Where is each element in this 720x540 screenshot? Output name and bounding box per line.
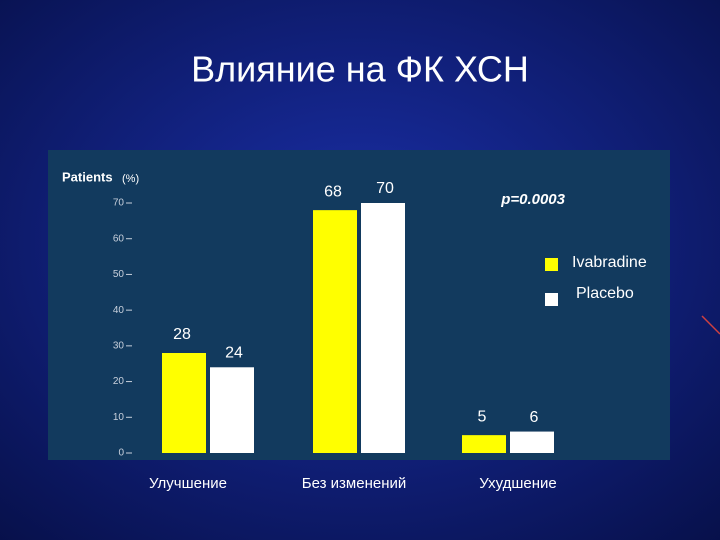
value-label: 5 bbox=[478, 408, 487, 425]
y-tick-label: 30 bbox=[113, 340, 125, 351]
x-tick-label: Ухудшение bbox=[479, 475, 557, 492]
y-tick-label: 60 bbox=[113, 233, 125, 244]
value-label: 24 bbox=[225, 345, 243, 362]
slide-title: Влияние на ФК ХСН bbox=[191, 49, 529, 90]
y-axis-label: Patients bbox=[62, 169, 113, 184]
legend-label: Placebo bbox=[576, 285, 634, 302]
value-label: 28 bbox=[173, 326, 191, 343]
legend-swatch bbox=[545, 258, 558, 271]
chart-panel bbox=[48, 150, 670, 460]
y-tick-label: 50 bbox=[113, 269, 125, 280]
value-label: 68 bbox=[324, 183, 342, 200]
bar bbox=[462, 435, 506, 453]
bar bbox=[510, 431, 554, 453]
bar bbox=[313, 210, 357, 453]
x-tick-label: Без изменений bbox=[302, 475, 406, 492]
bar bbox=[210, 367, 254, 453]
bar bbox=[361, 203, 405, 453]
y-tick-label: 70 bbox=[113, 198, 125, 209]
decoration bbox=[701, 315, 720, 335]
value-label: 6 bbox=[530, 409, 539, 426]
legend-swatch bbox=[545, 293, 558, 306]
y-axis-unit: (%) bbox=[122, 173, 139, 185]
x-tick-label: Улучшение bbox=[149, 475, 227, 492]
p-value: p=0.0003 bbox=[500, 191, 565, 208]
y-tick-label: 10 bbox=[113, 412, 125, 423]
bar bbox=[162, 353, 206, 453]
y-tick-label: 40 bbox=[113, 305, 125, 316]
value-label: 70 bbox=[376, 180, 394, 197]
y-tick-label: 20 bbox=[113, 376, 125, 387]
y-tick-label: 0 bbox=[118, 448, 124, 459]
legend-label: Ivabradine bbox=[572, 254, 647, 271]
